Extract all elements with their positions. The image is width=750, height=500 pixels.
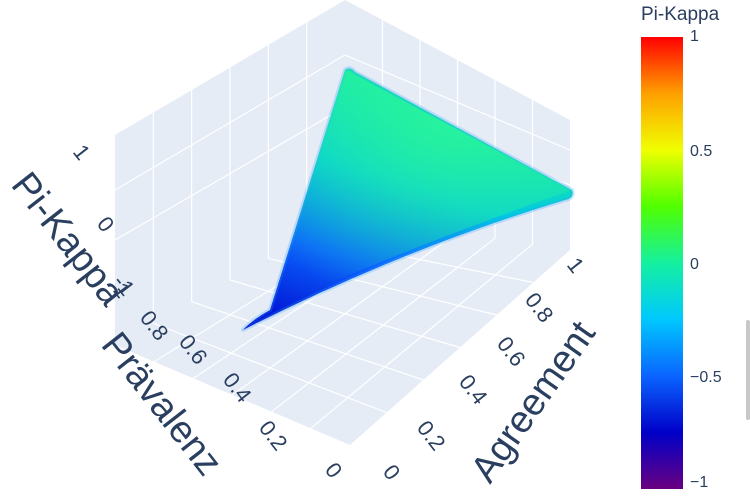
grid-line [114, 106, 346, 241]
tick-label: 0.2 [412, 416, 451, 455]
surface [241, 66, 575, 332]
grid-line [310, 243, 533, 429]
tick-label: 0 [378, 460, 405, 485]
surface-highlight [270, 70, 572, 310]
tick-label: 0.6 [492, 332, 531, 371]
tick-label: 1 [68, 140, 95, 165]
colorbar-tick-label: −0.5 [690, 369, 722, 386]
grid-line [114, 54, 346, 191]
colorbar-tick-label: −1 [690, 474, 708, 491]
scrollbar[interactable] [746, 320, 750, 420]
x-axis-title: Agreement [463, 313, 604, 490]
colorbar-tick-label: 1 [690, 28, 699, 45]
colorbar-title: Pi-Kappa [641, 4, 720, 25]
tick-label: 0.2 [254, 416, 293, 455]
colorbar-gradient [641, 37, 683, 489]
tick-label: 1 [562, 253, 589, 278]
colorbar-tick-label: 0.5 [690, 143, 712, 160]
tick-label: 0.8 [520, 288, 559, 327]
grid-line [344, 54, 571, 151]
colorbar: Pi-Kappa 1 0.5 0 −0.5 −1 [641, 4, 722, 491]
z-axis-title: Pi-Kappa [3, 165, 133, 315]
colorbar-tick-label: 0 [690, 256, 699, 273]
tick-label: 0 [320, 458, 347, 483]
floor-pane [115, 215, 570, 445]
tick-label: 0.4 [454, 370, 493, 409]
colorbar-ticks: 1 0.5 0 −0.5 −1 [690, 28, 722, 491]
